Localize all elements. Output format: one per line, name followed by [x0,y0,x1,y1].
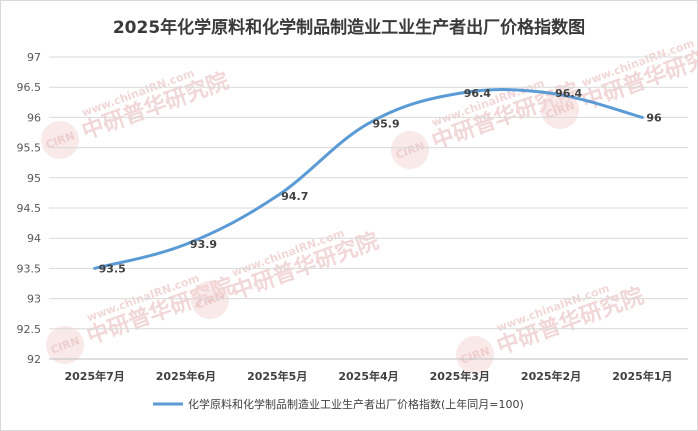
watermark-logo-circle [391,131,429,169]
data-label: 95.9 [373,117,400,130]
x-tick-label: 2025年2月 [521,369,581,383]
y-tick-label: 92 [27,353,41,366]
y-tick-label: 93.5 [17,262,42,275]
x-tick-label: 2025年7月 [65,369,125,383]
y-tick-label: 96 [27,111,41,124]
watermark-logo-circle [541,91,579,129]
watermark-logo-circle [46,326,84,364]
watermark-logo-circle [456,336,494,374]
legend: 化学原料和化学制品制造业工业生产者出厂价格指数(上年同月=100) [153,397,524,411]
data-label: 93.9 [190,238,217,251]
y-tick-label: 97 [27,51,41,64]
data-labels: 93.5 93.9 94.7 95.9 96.4 96.4 96 [99,87,662,275]
x-tick-label: 2025年3月 [430,369,490,383]
x-axis-ticks: 2025年7月 2025年6月 2025年5月 2025年4月 2025年3月 2025年… [65,369,673,383]
series-layer [93,88,644,270]
y-tick-label: 94 [27,232,41,245]
data-label: 96.4 [555,87,582,100]
y-tick-label: 96.5 [17,81,42,94]
y-tick-label: 94.5 [17,202,42,215]
data-label: 93.5 [99,262,126,275]
y-tick-label: 93 [27,293,41,306]
x-tick-label: 2025年5月 [247,369,307,383]
x-tick-label: 2025年4月 [338,369,398,383]
y-axis-ticks: 92 92.5 93 93.5 94 94.5 95 95.5 96 96.5 97 [17,51,42,366]
y-tick-label: 95 [27,172,41,185]
x-tick-label: 2025年6月 [156,369,216,383]
watermark-logo-circle [191,281,229,319]
data-label: 94.7 [281,190,308,203]
legend-label: 化学原料和化学制品制造业工业生产者出厂价格指数(上年同月=100) [188,397,524,411]
watermark-logo-circle [41,121,79,159]
series-line [93,88,644,270]
chart-title: 2025年化学原料和化学制品制造业工业生产者出厂价格指数图 [113,17,585,38]
y-tick-label: 92.5 [17,323,42,336]
y-tick-label: 95.5 [17,142,42,155]
x-tick-label: 2025年1月 [612,369,672,383]
data-label: 96 [646,111,662,124]
data-label: 96.4 [464,87,491,100]
gridlines [49,56,688,360]
